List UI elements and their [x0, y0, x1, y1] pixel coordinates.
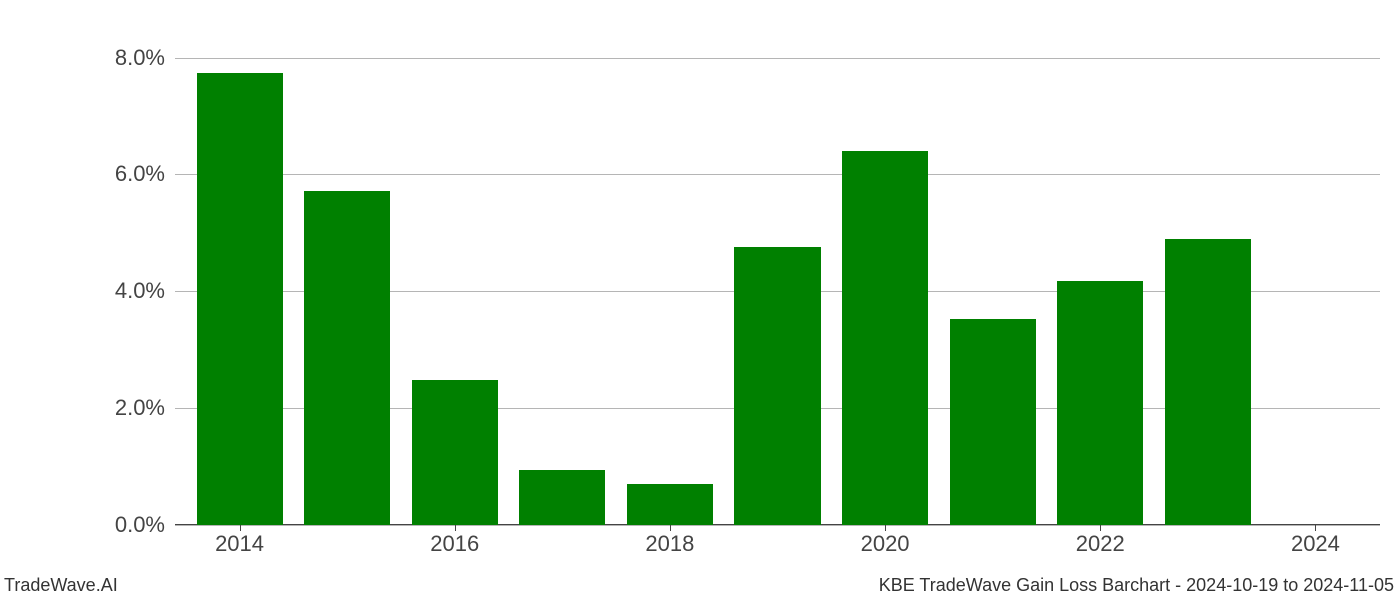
y-tick-label: 8.0% [115, 45, 165, 71]
y-tick-label: 2.0% [115, 395, 165, 421]
bar [734, 247, 820, 525]
x-tick-label: 2022 [1076, 531, 1125, 557]
bar [304, 191, 390, 525]
footer-left-text: TradeWave.AI [4, 575, 118, 596]
bar-chart: 0.0%2.0%4.0%6.0%8.0%20142016201820202022… [175, 40, 1380, 525]
bar [842, 151, 928, 525]
y-tick-label: 0.0% [115, 512, 165, 538]
x-tick-label: 2020 [861, 531, 910, 557]
bar [1165, 239, 1251, 525]
bar [412, 380, 498, 525]
y-tick-label: 4.0% [115, 278, 165, 304]
bar [197, 73, 283, 525]
y-gridline [175, 58, 1380, 59]
footer-right-text: KBE TradeWave Gain Loss Barchart - 2024-… [879, 575, 1394, 596]
bar [1057, 281, 1143, 525]
x-tick-label: 2018 [645, 531, 694, 557]
x-tick-label: 2016 [430, 531, 479, 557]
bar [950, 319, 1036, 525]
y-gridline [175, 525, 1380, 526]
x-tick-label: 2014 [215, 531, 264, 557]
y-gridline [175, 174, 1380, 175]
bar [627, 484, 713, 525]
bar [519, 470, 605, 525]
x-tick-label: 2024 [1291, 531, 1340, 557]
y-tick-label: 6.0% [115, 161, 165, 187]
